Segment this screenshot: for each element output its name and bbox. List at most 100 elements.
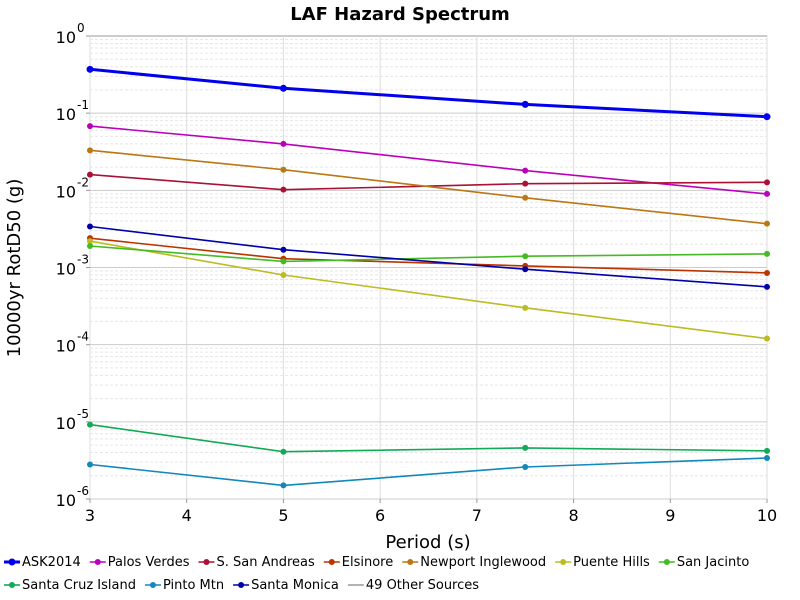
series-santa-monica <box>87 223 770 290</box>
data-point <box>87 147 93 154</box>
y-tick-exponent: -6 <box>77 484 89 498</box>
legend-item: San Jacinto <box>658 555 749 570</box>
data-point <box>764 190 770 197</box>
series-line <box>89 173 768 191</box>
data-point <box>279 84 287 92</box>
legend-swatch-marker <box>203 559 210 565</box>
y-tick-label: 10 -2 <box>56 175 89 201</box>
x-tick-label: 7 <box>472 506 482 525</box>
legend-item: Puente Hills <box>555 555 650 570</box>
legend-label: Santa Monica <box>251 578 339 593</box>
data-point <box>764 335 770 342</box>
y-tick-base: 10 <box>56 414 76 433</box>
data-point <box>522 167 529 174</box>
series-line <box>89 149 768 225</box>
x-tick-label: 6 <box>375 506 385 525</box>
y-tick-base: 10 <box>56 28 76 47</box>
series-ask2014 <box>86 65 771 121</box>
y-tick-exponent: -2 <box>77 175 89 189</box>
series-s-san-andreas <box>87 171 770 193</box>
y-tick-base: 10 <box>56 105 76 124</box>
data-point <box>280 482 287 489</box>
x-tick-label: 10 <box>757 506 777 525</box>
data-point <box>522 253 529 260</box>
legend-swatch-marker <box>8 558 16 566</box>
data-point <box>87 171 93 178</box>
series-line <box>89 225 768 288</box>
data-point <box>87 242 93 249</box>
data-point <box>280 258 287 265</box>
data-point <box>280 448 287 455</box>
data-point <box>87 238 93 245</box>
legend-swatch-marker <box>149 582 156 588</box>
legend-item: S. San Andreas <box>198 555 315 570</box>
series-newport-inglewood <box>87 147 770 227</box>
legend-label: Newport Inglewood <box>420 555 546 570</box>
data-point <box>764 447 770 454</box>
legend-label: S. San Andreas <box>216 555 315 570</box>
legend-label: Elsinore <box>342 555 393 570</box>
data-point <box>87 123 93 130</box>
series-line <box>89 457 768 487</box>
legend-item: 49 Other Sources <box>347 578 479 593</box>
y-tick-exponent: -5 <box>77 407 89 421</box>
legend-item: Newport Inglewood <box>402 555 546 570</box>
data-point <box>87 461 93 468</box>
data-point <box>280 166 287 173</box>
y-axis-label: 10000yr RotD50 (g) <box>4 179 25 358</box>
data-point <box>521 100 529 108</box>
legend-swatch-marker <box>238 582 245 588</box>
legend-label: Palos Verdes <box>108 555 190 570</box>
legend-item: Pinto Mtn <box>144 578 224 593</box>
data-point <box>522 463 529 470</box>
x-tick-label: 8 <box>568 506 578 525</box>
data-point <box>522 194 529 201</box>
data-point <box>280 271 287 278</box>
series-line <box>89 423 768 453</box>
y-tick-exponent: -1 <box>77 98 89 112</box>
legend-label: San Jacinto <box>677 555 749 570</box>
x-tick-label: 4 <box>182 506 192 525</box>
legend-label: Santa Cruz Island <box>22 578 136 593</box>
data-point <box>764 454 770 461</box>
y-tick-label: 10 -5 <box>56 407 89 433</box>
y-tick-exponent: -3 <box>77 253 89 267</box>
chart-title: LAF Hazard Spectrum <box>290 4 510 25</box>
data-point <box>764 283 770 290</box>
data-point <box>280 140 287 147</box>
y-tick-label: 10 -1 <box>56 98 89 124</box>
x-tick-label: 9 <box>665 506 675 525</box>
legend-label: 49 Other Sources <box>366 578 479 593</box>
legend-swatch-marker <box>407 559 414 565</box>
y-tick-base: 10 <box>56 260 76 279</box>
y-tick-base: 10 <box>56 337 76 356</box>
legend-item: ASK2014 <box>4 555 81 570</box>
data-point <box>522 180 529 187</box>
legend-label: ASK2014 <box>22 555 81 570</box>
y-tick-base: 10 <box>56 182 76 201</box>
legend-item: Santa Cruz Island <box>4 578 136 593</box>
data-point <box>280 186 287 193</box>
x-tick-label: 5 <box>278 506 288 525</box>
data-point <box>87 223 93 230</box>
x-axis-ticks: 3 4 5 6 7 8 9 10 <box>85 499 777 525</box>
y-tick-exponent: -4 <box>77 330 89 344</box>
x-axis-label: Period (s) <box>385 532 470 553</box>
y-tick-label: 10 -4 <box>56 330 89 356</box>
legend-swatch-marker <box>94 559 101 565</box>
series-puente-hills <box>87 238 770 342</box>
x-tick-label: 3 <box>85 506 95 525</box>
legend-swatch-marker <box>328 559 335 565</box>
data-point <box>764 220 770 227</box>
data-point <box>522 266 529 273</box>
grid-lines <box>89 36 768 500</box>
y-tick-exponent: 0 <box>77 21 85 35</box>
y-tick-label: 10 0 <box>56 21 85 47</box>
legend-swatch-marker <box>560 559 567 565</box>
legend-swatch-marker <box>9 582 15 588</box>
data-point <box>764 179 770 186</box>
legend-item: Elsinore <box>323 555 393 570</box>
legend-label: Pinto Mtn <box>163 578 224 593</box>
data-point <box>764 269 770 276</box>
